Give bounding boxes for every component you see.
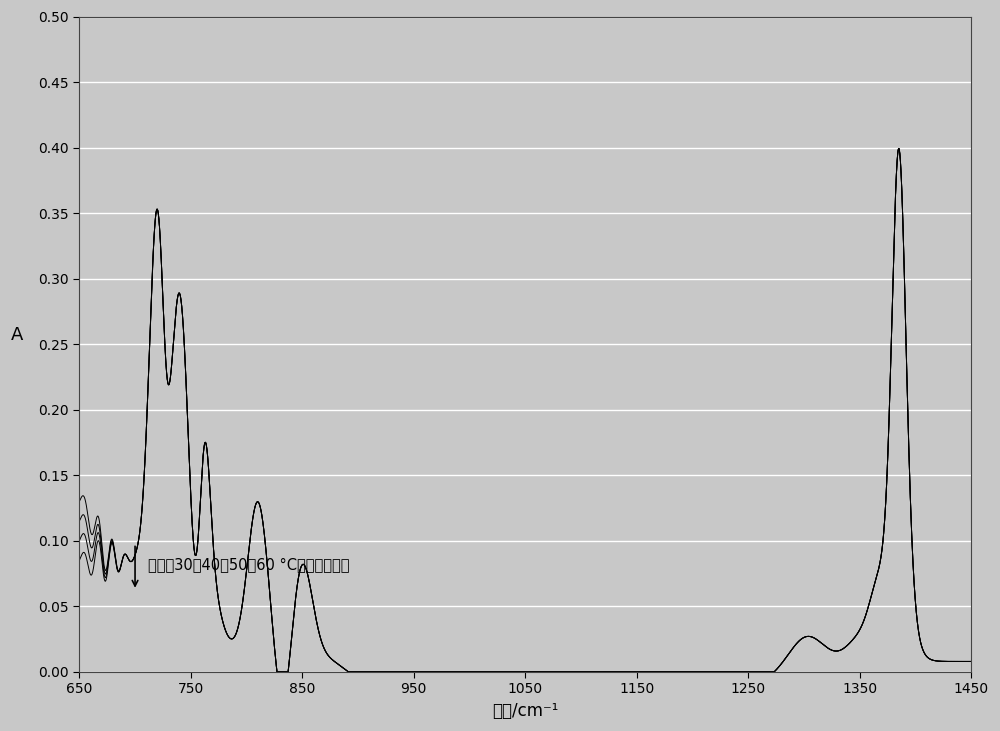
Text: 依次为30、40、50、60 °C下的红外光谱: 依次为30、40、50、60 °C下的红外光谱 [148, 557, 350, 572]
Y-axis label: A: A [11, 326, 23, 344]
X-axis label: 波数/cm⁻¹: 波数/cm⁻¹ [492, 702, 558, 720]
